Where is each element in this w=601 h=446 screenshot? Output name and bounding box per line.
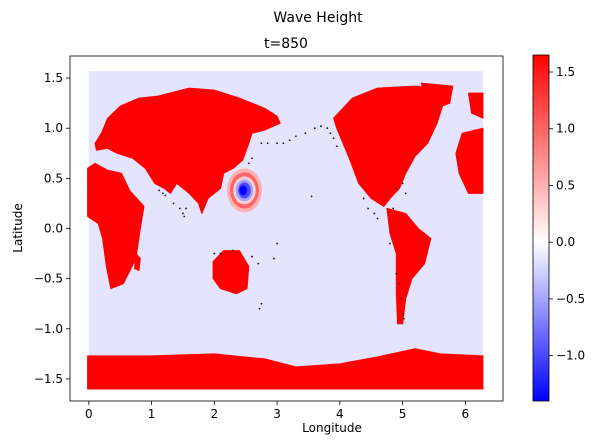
colorbar-tick-label: 1.5 [556,65,575,79]
colorbar-ticks: −1.0 −0.5 0.0 0.5 1.0 1.5 [549,65,585,363]
land-madagascar [134,253,141,272]
x-tick-label: 4 [336,407,344,421]
island-dot [332,137,335,140]
island-dot [258,307,261,310]
land-europe [455,127,484,194]
colorbar-tick-label: −0.5 [556,292,585,306]
island-dot [295,135,297,138]
island-dot [161,192,164,195]
colorbar-tick-label: −1.0 [556,349,585,363]
island-dot [367,207,369,210]
land-arctic [468,92,484,119]
land-eurasia [94,87,281,214]
island-dot [310,195,313,198]
island-dot [251,157,253,160]
colorbar-tick-label: 1.0 [556,122,575,136]
island-dot [320,125,322,128]
land-australia [212,250,250,295]
island-dot [329,132,332,135]
island-dot [395,272,398,275]
island-dot [313,127,316,130]
island-dot [389,242,391,245]
island-dot [362,197,365,200]
island-dot [257,262,260,265]
figure-title: Wave Height [273,10,363,26]
island-dot [219,252,222,255]
island-dot [276,142,278,145]
island-dot [395,187,398,190]
x-tick-label: 1 [148,407,156,421]
island-dot [373,212,376,215]
y-axis-ticks: −1.5 −1.0 −0.5 0.0 0.5 1.0 1.5 [34,71,70,386]
land-layer [87,82,484,390]
land-antarctica [87,348,484,390]
island-markers [158,125,407,320]
x-tick-label: 2 [211,407,219,421]
y-tick-label: 0.5 [44,171,63,185]
y-tick-label: 1.0 [44,121,63,135]
axes-title: t=850 [264,36,308,52]
land-north-america [333,85,444,207]
island-dot [404,192,407,195]
y-tick-label: −1.5 [34,372,63,386]
island-dot [304,132,307,135]
island-dot [398,282,401,285]
island-dot [392,207,395,210]
island-dot [247,162,250,165]
colorbar-tick-label: 0.0 [556,235,575,249]
x-tick-label: 6 [462,407,470,421]
x-tick-label: 0 [85,407,93,421]
island-dot [288,139,291,142]
island-dot [273,257,275,260]
x-axis-label: Longitude [302,421,362,435]
island-dot [158,189,161,192]
y-tick-label: 1.5 [44,71,63,85]
island-dot [172,202,175,205]
x-tick-label: 5 [399,407,407,421]
colorbar-tick-label: 0.5 [556,178,575,192]
island-dot [335,145,338,148]
island-dot [276,242,278,245]
island-dot [401,312,404,315]
island-dot [266,142,269,145]
island-dot [182,212,184,215]
island-dot [251,255,253,258]
island-dot [178,207,181,210]
x-tick-label: 3 [273,407,281,421]
island-dot [402,317,405,320]
land-south-america [386,207,432,325]
island-dot [376,217,379,220]
colorbar [532,54,550,402]
land-greenland [420,82,454,109]
island-dot [282,142,285,145]
island-dot [326,127,329,130]
wave-ring-5 [239,185,247,196]
x-axis-ticks: 0 1 2 3 4 5 6 [85,401,469,421]
island-dot [213,252,216,255]
island-dot [183,215,186,218]
plot-area [70,56,503,401]
y-tick-label: −0.5 [34,272,63,286]
wave-disturbance [226,168,263,213]
island-dot [400,297,403,300]
island-dot [185,207,187,210]
y-tick-label: 0.0 [44,222,63,236]
island-dot [401,182,404,185]
y-axis-label: Latitude [11,203,25,252]
island-dot [260,142,263,145]
y-tick-label: −1.0 [34,322,63,336]
island-dot [260,302,263,305]
island-dot [164,194,167,197]
island-dot [232,249,235,252]
